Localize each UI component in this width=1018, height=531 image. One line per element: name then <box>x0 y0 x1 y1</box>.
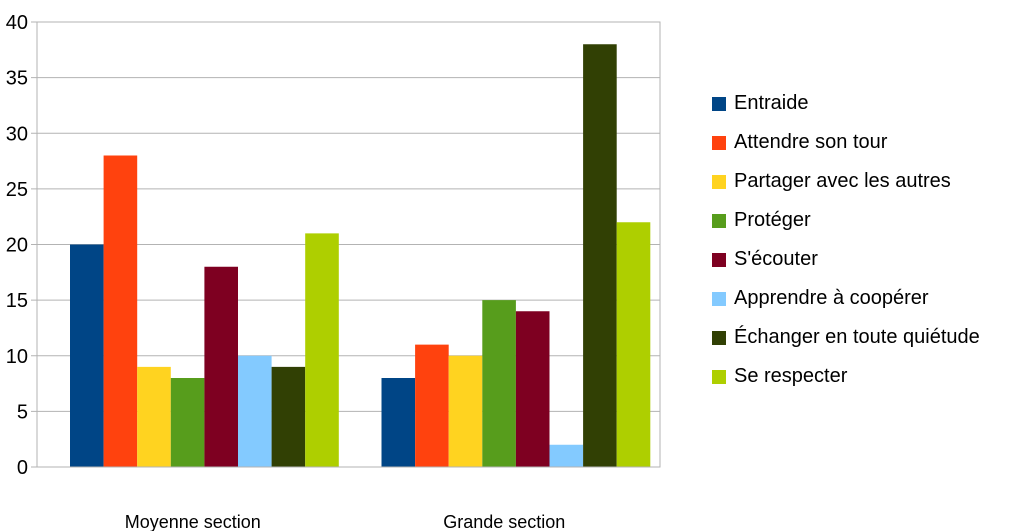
bar <box>549 444 584 467</box>
legend-label: Partager avec les autres <box>734 170 951 192</box>
bar <box>616 222 651 467</box>
bar <box>482 300 516 467</box>
y-tick-label: 40 <box>6 12 28 34</box>
legend-item: Partager avec les autres <box>712 162 980 201</box>
legend-label: S'écouter <box>734 248 818 270</box>
bar <box>515 311 550 467</box>
y-tick-label: 30 <box>6 123 28 145</box>
legend-swatch <box>712 291 726 306</box>
x-category-label: Moyenne section <box>125 512 261 531</box>
legend-swatch <box>712 213 726 228</box>
legend-label: Entraide <box>734 92 809 114</box>
legend-item: S'écouter <box>712 240 980 279</box>
bar <box>381 378 416 467</box>
bar <box>137 366 171 467</box>
bar <box>103 155 138 467</box>
bar <box>415 344 449 467</box>
x-category-label: Grande section <box>443 512 565 531</box>
bar <box>204 266 238 467</box>
y-tick-label: 25 <box>6 179 28 201</box>
bar <box>583 44 617 467</box>
legend-swatch <box>712 369 726 384</box>
y-tick-label: 5 <box>17 401 28 423</box>
y-tick-label: 20 <box>6 235 28 257</box>
legend-swatch <box>712 96 726 111</box>
y-tick-label: 35 <box>6 68 28 90</box>
legend-swatch <box>712 330 726 345</box>
chart-legend: Entraide Attendre son tour Partager avec l… <box>712 84 980 396</box>
legend-label: Apprendre à coopérer <box>734 287 929 309</box>
y-tick-label: 0 <box>17 457 28 479</box>
y-tick-label: 15 <box>6 290 28 312</box>
x-axis-category-labels: Moyenne section Grande section <box>125 512 566 531</box>
bars <box>70 44 651 467</box>
legend-label: Attendre son tour <box>734 131 888 153</box>
legend-label: Échanger en toute quiétude <box>734 326 980 348</box>
bar <box>448 355 483 467</box>
legend-item: Attendre son tour <box>712 123 980 162</box>
bar <box>305 233 339 467</box>
bar <box>271 366 306 467</box>
legend-item: Entraide <box>712 84 980 123</box>
axes <box>31 21 661 468</box>
plot-area-border <box>36 21 661 468</box>
legend-swatch <box>712 135 726 150</box>
legend-label: Protéger <box>734 209 811 231</box>
legend-item: Protéger <box>712 201 980 240</box>
legend-swatch <box>712 174 726 189</box>
bar <box>170 378 205 467</box>
bar <box>70 244 104 467</box>
bar <box>238 355 272 467</box>
legend-item: Apprendre à coopérer <box>712 279 980 318</box>
y-axis-tick-labels: 0 5 10 15 20 25 30 35 40 <box>6 12 28 479</box>
y-tick-label: 10 <box>6 346 28 368</box>
legend-item: Échanger en toute quiétude <box>712 318 980 357</box>
legend-swatch <box>712 252 726 267</box>
gridlines <box>37 21 660 412</box>
legend-item: Se respecter <box>712 357 980 396</box>
legend-label: Se respecter <box>734 365 848 387</box>
